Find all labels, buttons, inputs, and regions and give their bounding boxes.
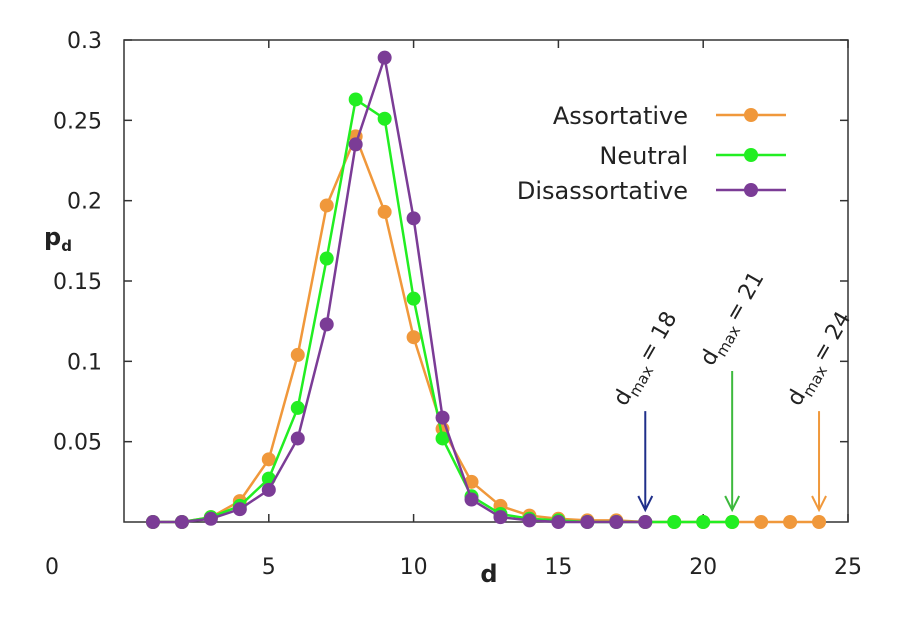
data-point-neutral [377,111,392,126]
legend-marker [744,183,758,197]
data-point-neutral [319,251,334,266]
legend-label: Disassortative [517,177,688,205]
y-axis-label: pd [44,223,72,255]
dmax-arrow-head [724,495,741,513]
legend-label: Assortative [553,102,688,130]
dmax-annotation: dmax= 21 [696,267,773,513]
data-point-assortative [261,452,276,467]
origin-label: 0 [45,555,59,580]
y-tick-label: 0.1 [67,350,102,375]
data-point-disassortative [232,502,247,517]
series-layer [145,50,827,529]
data-point-neutral [348,92,363,107]
data-point-disassortative [435,410,450,425]
data-point-disassortative [203,511,218,526]
data-point-disassortative [551,515,566,529]
data-point-disassortative [406,211,421,226]
data-point-assortative [783,515,798,529]
data-point-neutral [290,400,305,415]
series-line-assortative [152,133,820,524]
y-tick-label: 0.15 [53,270,102,295]
data-point-disassortative [493,510,508,525]
data-point-disassortative [377,50,392,65]
legend-marker [744,148,758,162]
dmax-arrow-head [811,495,827,513]
dmax-label: dmax= 18 [609,308,686,413]
x-tick-label: 5 [262,555,276,580]
y-tick-label: 0.05 [53,431,102,456]
x-tick-label: 10 [400,555,428,580]
y-tick-label: 0.3 [67,29,102,54]
legend-item-disassortative: Disassortative [517,177,786,205]
data-point-assortative [812,515,827,529]
legend-label: Neutral [599,142,688,170]
y-tick-label: 0.2 [67,190,102,215]
y-axis-label-sub: d [61,237,72,255]
data-point-neutral [435,431,450,446]
x-tick-label: 20 [689,555,717,580]
x-axis-label: d [480,560,497,588]
data-point-assortative [290,347,305,362]
axis-ticks: 5 10 15 20 25 0.05 0.1 0.15 0.2 0.25 0.3 [53,29,862,580]
data-point-disassortative [145,515,160,529]
x-tick-label: 25 [834,555,862,580]
data-point-disassortative [522,513,537,528]
dmax-arrow-head [637,495,654,513]
data-point-neutral [667,515,682,529]
data-point-assortative [377,204,392,219]
data-point-disassortative [464,492,479,507]
y-tick-label: 0.25 [53,109,102,134]
data-point-assortative [406,330,421,345]
data-point-disassortative [609,515,624,529]
data-point-disassortative [348,137,363,152]
data-point-assortative [754,515,769,529]
data-point-disassortative [638,515,653,529]
data-point-disassortative [261,482,276,497]
legend-item-neutral: Neutral [599,142,786,170]
data-point-disassortative [580,515,595,529]
x-tick-label: 15 [544,555,572,580]
series-disassortative [145,50,653,529]
legend-item-assortative: Assortative [553,102,786,130]
data-point-disassortative [174,515,189,529]
data-point-disassortative [319,317,334,332]
data-point-assortative [464,474,479,489]
dmax-annotation: dmax= 18 [609,308,686,513]
legend: Assortative Neutral Disassortative [517,102,786,205]
dmax-label: dmax= 21 [696,267,773,372]
y-axis-label-main: p [44,223,61,251]
data-point-disassortative [290,431,305,446]
data-point-neutral [696,515,711,529]
data-point-assortative [319,198,334,213]
data-point-neutral [725,515,740,529]
data-point-neutral [406,291,421,306]
legend-marker [744,108,758,122]
